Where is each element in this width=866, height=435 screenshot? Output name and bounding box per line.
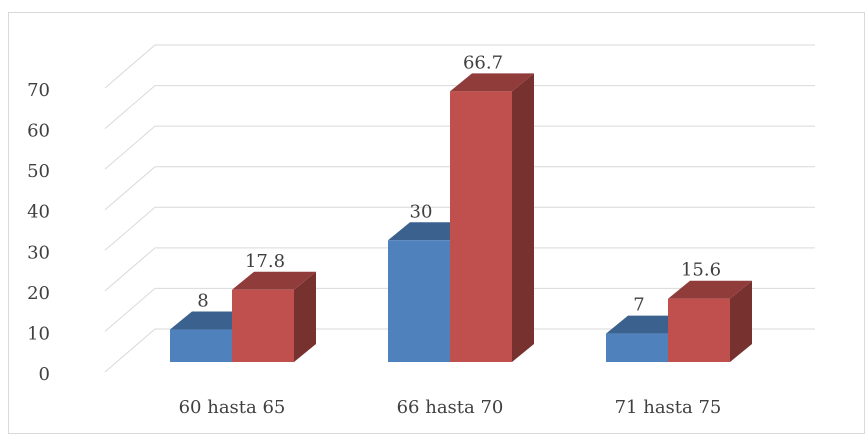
bar-side (730, 280, 752, 362)
grid-line (104, 44, 815, 89)
bar-side (294, 271, 316, 362)
value-label: 7 (633, 295, 644, 316)
y-tick-label: 20 (27, 283, 50, 304)
y-tick-label: 40 (27, 202, 50, 223)
bar-top (668, 280, 752, 299)
bar-top (450, 73, 534, 92)
bar (668, 298, 730, 362)
bar (606, 333, 668, 362)
value-label: 66.7 (463, 52, 503, 73)
bar (450, 91, 512, 362)
y-tick-label: 10 (27, 323, 50, 344)
y-tick-label: 0 (39, 364, 50, 385)
chart-frame (8, 12, 865, 434)
x-tick-label: 60 hasta 65 (179, 397, 286, 418)
grid-line (104, 328, 815, 373)
value-label: 8 (197, 291, 208, 312)
bar-side (512, 73, 534, 362)
grid-line (104, 206, 815, 251)
bar (388, 240, 450, 362)
y-tick-label: 60 (27, 121, 50, 142)
y-tick-label: 30 (27, 242, 50, 263)
grid-line (104, 125, 815, 170)
value-label: 15.6 (681, 260, 721, 281)
bar (232, 289, 294, 362)
grid-line (104, 287, 815, 332)
y-tick-label: 70 (27, 80, 50, 101)
value-label: 17.8 (245, 251, 285, 272)
bar (170, 329, 232, 362)
x-tick-label: 66 hasta 70 (397, 397, 504, 418)
grid-line (104, 166, 815, 211)
y-tick-label: 50 (27, 161, 50, 182)
grid-line (104, 85, 815, 129)
value-label: 30 (410, 201, 433, 222)
grid-line (104, 247, 815, 292)
bar-top (232, 271, 316, 290)
x-tick-label: 71 hasta 75 (615, 397, 722, 418)
